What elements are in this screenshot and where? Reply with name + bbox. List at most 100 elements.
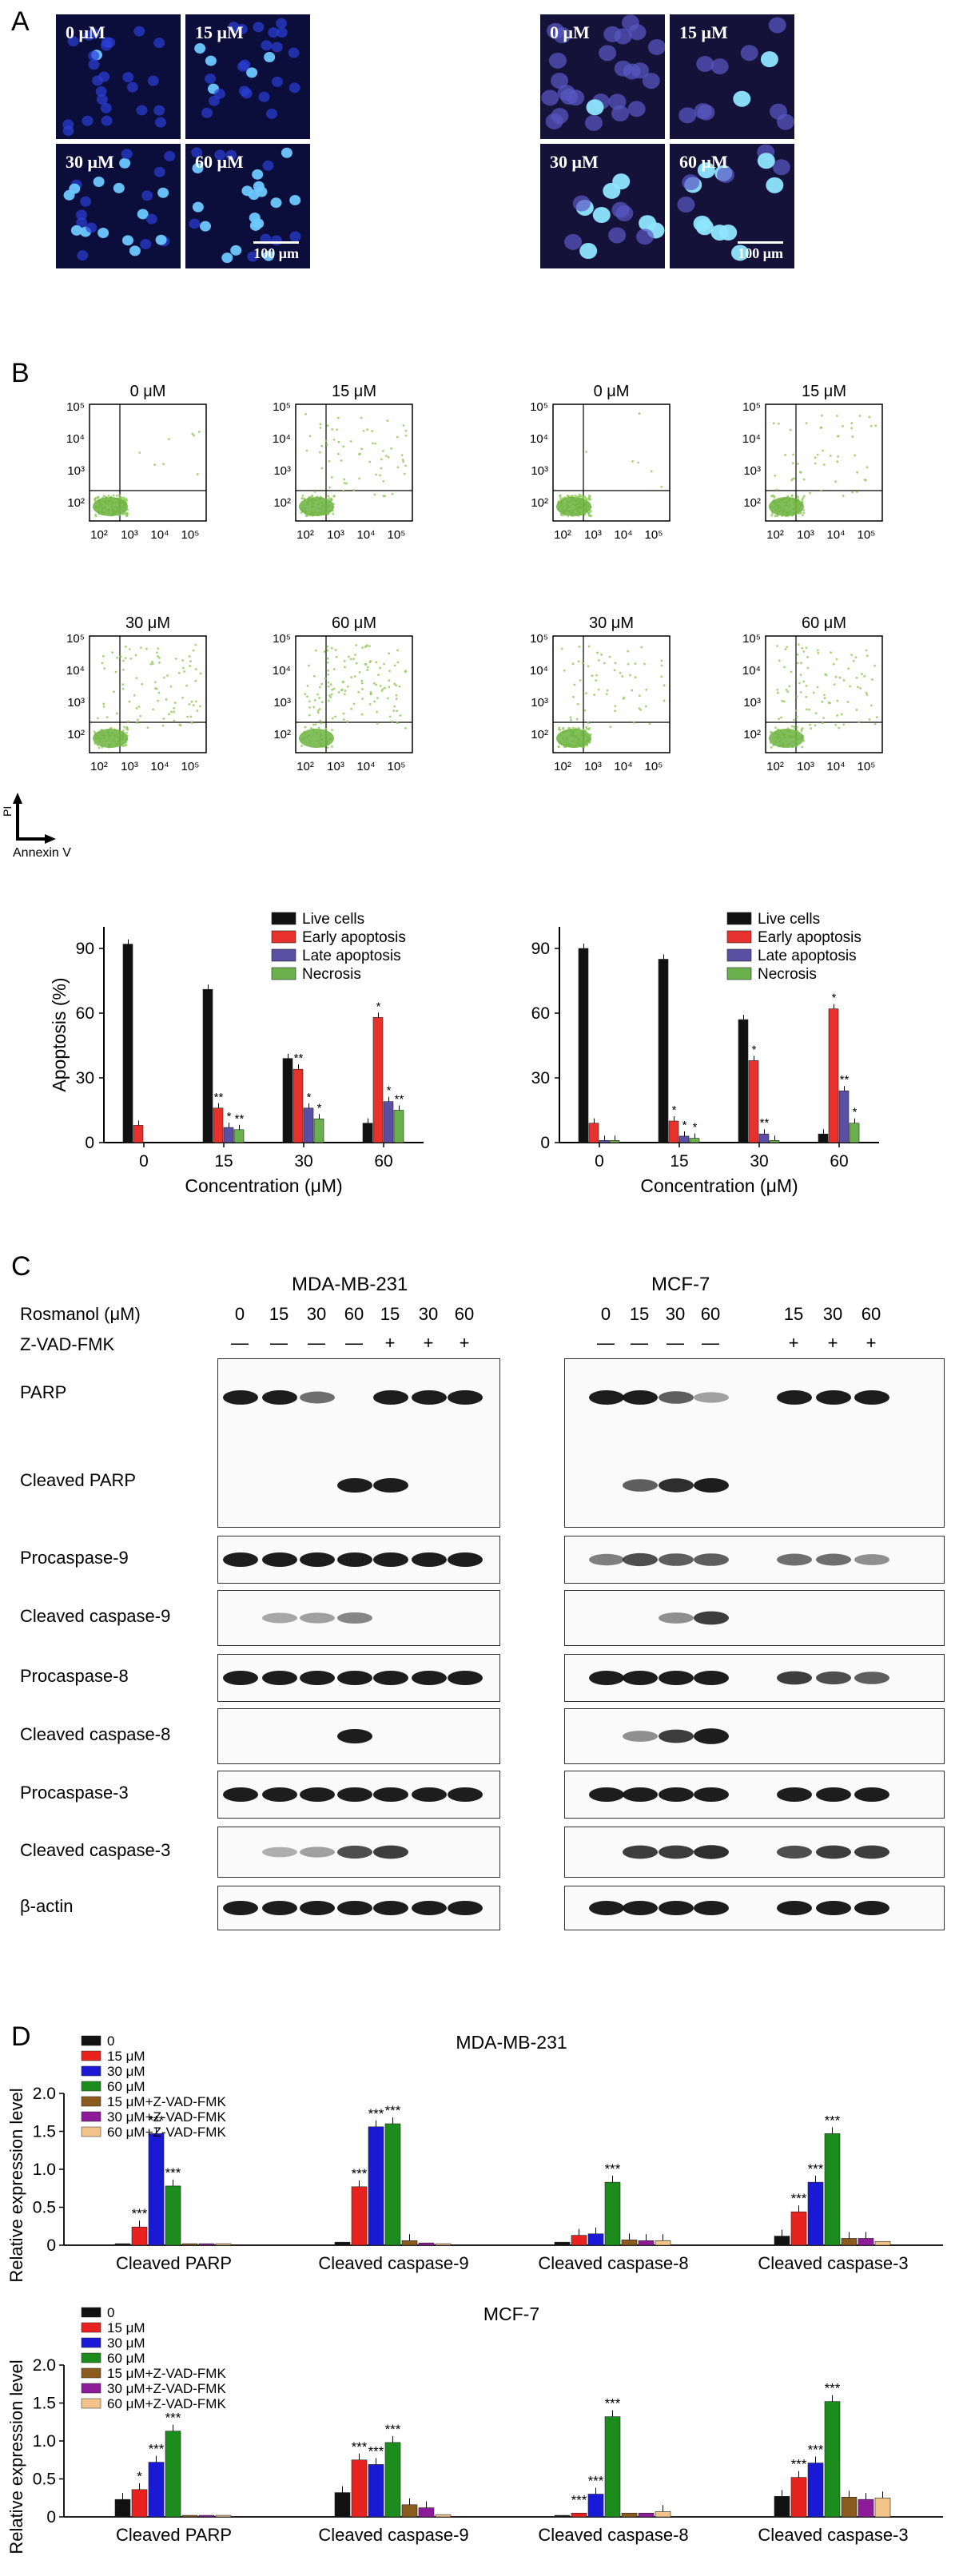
event-dot [638,694,641,698]
legend-swatch [81,2111,101,2122]
micrograph-right-0: 0 μM [540,14,665,139]
event-dot [634,676,637,679]
nucleus [153,38,165,49]
legend-label: Live cells [758,911,820,928]
legend-swatch [81,2398,101,2409]
event-dot [562,514,564,517]
cell-cluster [556,497,591,516]
event-dot [320,722,323,725]
event-dot [558,726,560,729]
event-dot [395,694,398,697]
event-dot [836,714,838,717]
cell-field [189,147,301,264]
event-dot [163,676,165,679]
event-dot [194,679,197,682]
blot-bands [659,1611,729,1625]
expression-bar [571,2235,587,2246]
expression-bar [351,2186,368,2246]
nucleus [572,195,591,212]
event-dot [97,717,99,720]
event-dot [855,491,858,494]
significance-mark: *** [791,2191,807,2206]
nucleus [228,22,240,33]
nucleus [63,189,75,201]
x-tick-label: 0 [595,1152,604,1171]
event-dot [805,646,808,650]
event-dot [577,660,580,663]
blot-band [448,1671,483,1685]
blot-bands [262,1845,408,1859]
event-dot [355,644,357,646]
event-dot [196,473,199,475]
x-tick-label: 10⁴ [826,528,845,542]
significance-mark: *** [385,2103,401,2118]
event-dot [820,489,822,492]
nucleus [201,107,213,118]
event-dot [125,497,128,500]
event-dot [196,710,199,712]
event-dot [791,462,794,465]
event-dot [129,648,131,650]
blot-band [777,1390,812,1405]
lane-conc-right: 60 [700,1304,721,1324]
expression-bar [638,2512,655,2518]
event-dot [330,498,333,500]
event-dot [317,726,320,729]
event-dot [141,682,144,686]
nucleus [258,91,270,102]
flow-plot-right-0: 0 μM 10⁵ 10⁴ 10³ 10² 10² 10³ 10⁴ 10⁵ [530,383,671,542]
significance-mark: *** [385,2422,401,2437]
blot-left-3 [217,1654,500,1702]
nucleus [271,76,283,87]
event-dot [325,443,328,446]
x-tick-label: 10³ [797,760,814,773]
expression-bar [198,2514,215,2518]
expression-bar [554,2514,571,2518]
event-dot [571,726,575,729]
event-dot [342,712,345,715]
event-dot [337,690,340,694]
event-dot [121,687,125,690]
event-dot [790,725,794,728]
event-dot [797,463,799,465]
bar-early-apoptosis [668,1120,679,1143]
event-dot [387,455,390,459]
x-tick-label: 10² [554,528,571,542]
event-dot [355,662,358,665]
x-tick-label: 10⁵ [181,760,200,773]
event-dot [120,496,123,499]
event-dot [375,661,378,664]
event-dot [367,666,369,669]
cell-field [677,144,790,261]
x-tick-label: Cleaved caspase-9 [318,2253,468,2273]
y-tick-label: 10⁴ [273,432,291,446]
event-dot [101,662,104,665]
blot-row-label: Procaspase-9 [20,1548,129,1568]
x-tick-label: 10³ [327,528,344,542]
nucleus [62,119,74,130]
nucleus [126,81,138,93]
event-dot [316,709,320,712]
nucleus [262,160,274,171]
lane-zvad-left: + [423,1333,434,1353]
blot-band [337,1787,372,1802]
event-dot [323,650,326,653]
arrow-head-up [13,793,22,804]
event-dot [97,495,100,499]
flow-plot-left-1: 15 μM 10⁵ 10⁴ 10³ 10² 10² 10³ 10⁴ 10⁵ [273,383,413,542]
expression-bar [165,2431,181,2518]
event-dot [374,442,376,445]
event-dot [324,439,328,443]
event-dot [834,675,838,678]
event-dot [308,435,312,438]
event-dot [331,688,334,691]
event-dot [344,690,347,692]
event-dot [581,662,584,665]
significance-mark: *** [149,2442,165,2457]
event-dot [173,706,176,710]
y-tick-label: 1.5 [33,2395,56,2413]
blot-bands [623,1728,729,1744]
significance-mark: *** [352,2439,368,2455]
event-dot [403,472,406,475]
blot-band [694,1787,729,1802]
